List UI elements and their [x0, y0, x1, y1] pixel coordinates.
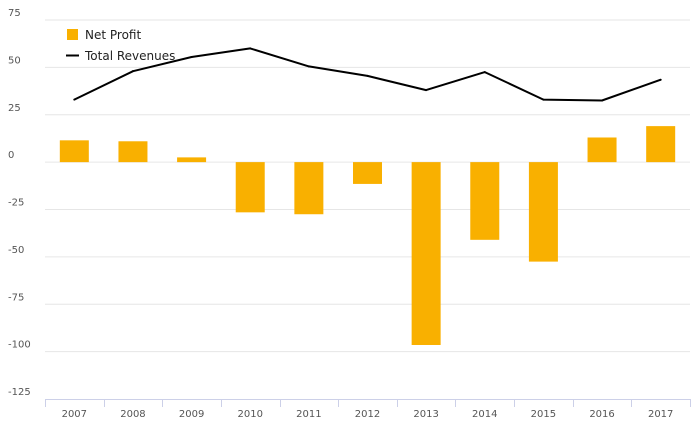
- y-tick-label: 75: [8, 8, 21, 19]
- point-total-revenues: [542, 98, 545, 101]
- x-axis: 2007 2008 2009 2010 2011 2012 2013 2014 2015 2016…: [45, 399, 691, 420]
- bar-net-profit: [411, 162, 441, 345]
- point-total-revenues: [190, 55, 193, 58]
- line-series: [73, 47, 662, 102]
- bar-net-profit: [470, 162, 500, 240]
- bar-net-profit: [646, 126, 676, 163]
- y-tick-label: -75: [8, 292, 24, 303]
- x-tick-label: 2008: [120, 409, 145, 420]
- legend-label-total-revenues: Total Revenues: [84, 49, 175, 63]
- x-tick-label: 2011: [296, 409, 321, 420]
- x-tick-label: 2012: [355, 409, 380, 420]
- y-axis-labels: 75 50 25 0 -25 -50 -75 -100 -125: [8, 8, 31, 398]
- y-tick-label: -100: [8, 340, 31, 351]
- legend-swatch-net-profit: [67, 29, 78, 40]
- bar-net-profit: [294, 162, 324, 215]
- y-tick-label: -50: [8, 245, 24, 256]
- point-total-revenues: [601, 99, 604, 102]
- x-tick-label: 2007: [62, 409, 87, 420]
- x-tick-label: 2010: [238, 409, 263, 420]
- point-total-revenues: [307, 65, 310, 68]
- y-tick-label: -25: [8, 198, 24, 209]
- bar-net-profit: [177, 157, 207, 163]
- point-total-revenues: [425, 89, 428, 92]
- bar-net-profit: [59, 140, 89, 163]
- bar-net-profit: [353, 162, 382, 184]
- x-tick-label: 2016: [589, 409, 614, 420]
- bar-net-profit: [587, 137, 617, 163]
- bar-net-profit: [235, 162, 265, 213]
- bar-net-profit: [528, 162, 558, 262]
- point-total-revenues: [131, 70, 134, 73]
- legend: Net Profit Total Revenues: [66, 28, 175, 63]
- point-total-revenues: [366, 74, 369, 77]
- x-tick-label: 2009: [179, 409, 204, 420]
- y-tick-label: 50: [8, 55, 21, 66]
- x-tick-label: 2013: [413, 409, 438, 420]
- x-tick-label: 2015: [531, 409, 556, 420]
- point-total-revenues: [73, 98, 76, 101]
- x-tick-label: 2014: [472, 409, 497, 420]
- bar-series: [59, 126, 676, 345]
- y-tick-label: 25: [8, 103, 21, 114]
- legend-label-net-profit: Net Profit: [85, 28, 141, 42]
- y-tick-label: -125: [8, 387, 31, 398]
- point-total-revenues: [249, 47, 252, 50]
- bar-net-profit: [118, 141, 148, 163]
- point-total-revenues: [483, 71, 486, 74]
- y-tick-label: 0: [8, 150, 14, 161]
- point-total-revenues: [659, 78, 662, 81]
- x-tick-label: 2017: [648, 409, 673, 420]
